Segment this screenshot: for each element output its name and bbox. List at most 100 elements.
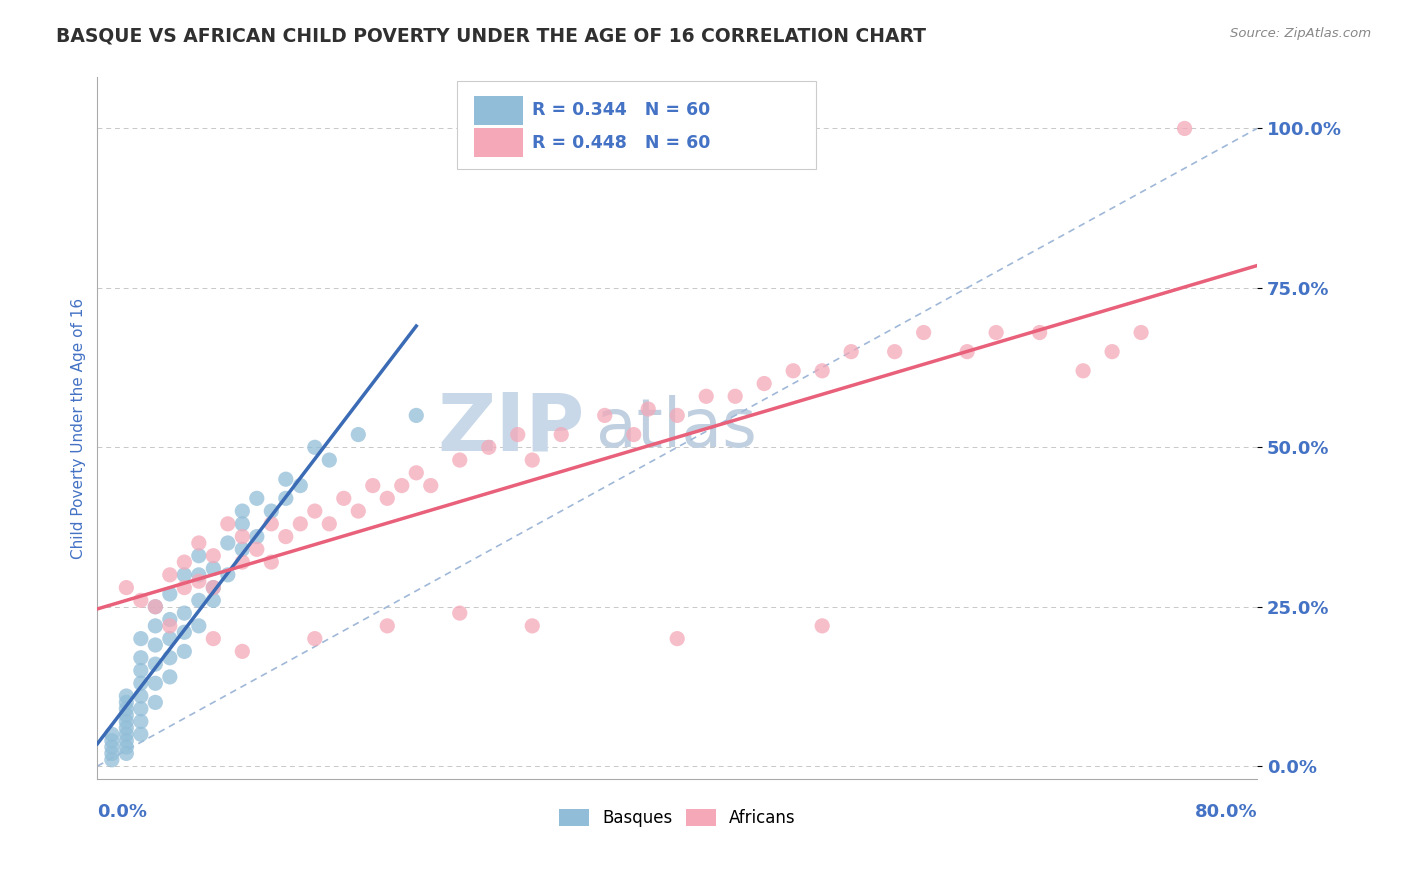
- Point: [101, 747, 124, 761]
- Point: [318, 453, 340, 467]
- Point: [159, 670, 181, 684]
- Point: [449, 453, 471, 467]
- Point: [129, 727, 152, 741]
- Point: [159, 612, 181, 626]
- Point: [623, 427, 645, 442]
- Point: [391, 478, 413, 492]
- Text: BASQUE VS AFRICAN CHILD POVERTY UNDER THE AGE OF 16 CORRELATION CHART: BASQUE VS AFRICAN CHILD POVERTY UNDER TH…: [56, 27, 927, 45]
- Point: [883, 344, 905, 359]
- Point: [129, 632, 152, 646]
- Point: [115, 739, 138, 754]
- Point: [478, 440, 501, 454]
- Point: [115, 714, 138, 729]
- Point: [202, 632, 225, 646]
- Point: [129, 593, 152, 607]
- Point: [187, 536, 209, 550]
- Point: [506, 427, 529, 442]
- Point: [101, 753, 124, 767]
- Point: [347, 427, 370, 442]
- Point: [101, 739, 124, 754]
- Point: [724, 389, 747, 403]
- Point: [159, 650, 181, 665]
- Point: [1130, 326, 1153, 340]
- Text: 80.0%: 80.0%: [1195, 804, 1257, 822]
- Point: [811, 619, 834, 633]
- Point: [405, 409, 427, 423]
- Point: [754, 376, 776, 391]
- Point: [187, 549, 209, 563]
- Point: [1174, 121, 1197, 136]
- Point: [274, 530, 297, 544]
- Point: [984, 326, 1007, 340]
- Point: [260, 504, 283, 518]
- Point: [202, 581, 225, 595]
- Point: [173, 581, 195, 595]
- Point: [246, 542, 269, 557]
- Point: [839, 344, 862, 359]
- FancyBboxPatch shape: [474, 95, 523, 125]
- Point: [217, 516, 239, 531]
- Point: [449, 606, 471, 620]
- Point: [115, 689, 138, 703]
- Point: [173, 555, 195, 569]
- Point: [695, 389, 717, 403]
- Point: [956, 344, 979, 359]
- Point: [260, 516, 283, 531]
- Text: 0.0%: 0.0%: [97, 804, 148, 822]
- Text: atlas: atlas: [596, 395, 756, 461]
- Point: [231, 555, 253, 569]
- Point: [115, 747, 138, 761]
- Point: [550, 427, 572, 442]
- Point: [143, 695, 166, 709]
- Point: [522, 619, 544, 633]
- Point: [187, 619, 209, 633]
- Point: [202, 593, 225, 607]
- Point: [274, 472, 297, 486]
- Point: [101, 727, 124, 741]
- Text: ZIP: ZIP: [437, 389, 585, 467]
- Point: [202, 549, 225, 563]
- Point: [260, 555, 283, 569]
- Point: [143, 657, 166, 672]
- Point: [159, 567, 181, 582]
- Point: [304, 504, 326, 518]
- Point: [115, 695, 138, 709]
- Point: [782, 364, 804, 378]
- FancyBboxPatch shape: [474, 128, 523, 157]
- Point: [231, 644, 253, 658]
- Point: [318, 516, 340, 531]
- Point: [115, 721, 138, 735]
- Point: [101, 733, 124, 747]
- Point: [522, 453, 544, 467]
- Point: [1101, 344, 1123, 359]
- Point: [1071, 364, 1094, 378]
- Point: [129, 676, 152, 690]
- Point: [187, 574, 209, 589]
- Point: [187, 567, 209, 582]
- Point: [173, 606, 195, 620]
- Point: [143, 599, 166, 614]
- Point: [637, 402, 659, 417]
- Point: [187, 593, 209, 607]
- Text: R = 0.344   N = 60: R = 0.344 N = 60: [533, 102, 710, 120]
- Point: [173, 644, 195, 658]
- Point: [375, 491, 398, 506]
- Y-axis label: Child Poverty Under the Age of 16: Child Poverty Under the Age of 16: [72, 298, 86, 558]
- Point: [304, 440, 326, 454]
- Point: [173, 567, 195, 582]
- Point: [129, 702, 152, 716]
- Point: [246, 491, 269, 506]
- Legend: Basques, Africans: Basques, Africans: [553, 802, 803, 834]
- Point: [231, 530, 253, 544]
- Point: [274, 491, 297, 506]
- Point: [811, 364, 834, 378]
- Point: [361, 478, 384, 492]
- Point: [202, 561, 225, 575]
- Point: [666, 632, 689, 646]
- Point: [333, 491, 356, 506]
- Point: [159, 632, 181, 646]
- Point: [159, 619, 181, 633]
- Text: R = 0.448   N = 60: R = 0.448 N = 60: [533, 134, 710, 152]
- Point: [231, 504, 253, 518]
- Point: [290, 516, 312, 531]
